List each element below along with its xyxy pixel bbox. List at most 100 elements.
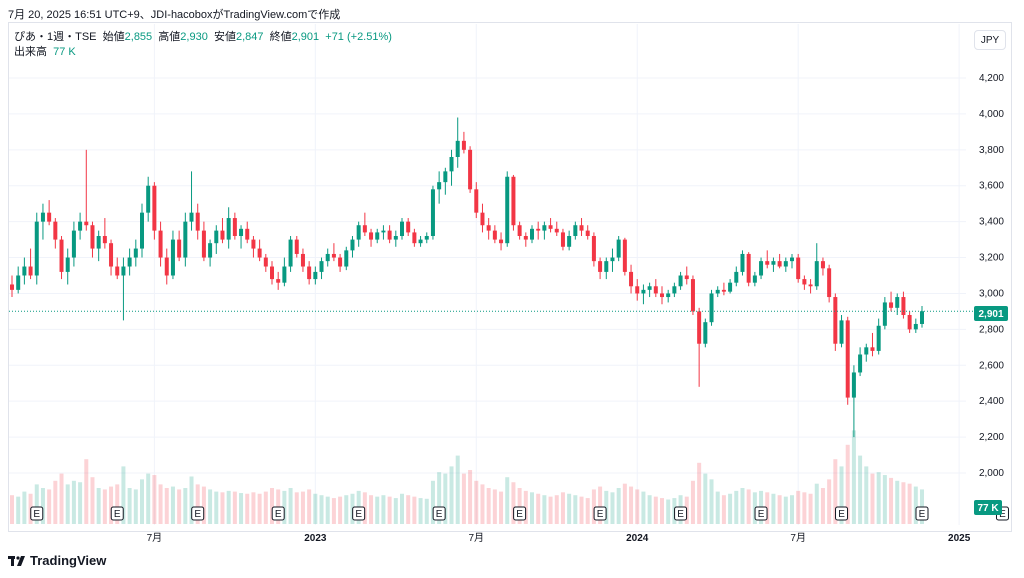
earnings-marker-label: E xyxy=(114,509,121,520)
earnings-marker[interactable] xyxy=(593,506,607,521)
candle-body xyxy=(152,185,157,231)
earnings-marker[interactable] xyxy=(754,506,768,521)
candle-body xyxy=(158,230,163,258)
candle-body xyxy=(102,236,107,244)
earnings-marker-label: E xyxy=(838,509,845,520)
volume-bar xyxy=(183,488,188,524)
candle-body xyxy=(790,257,794,262)
candle-body xyxy=(251,239,256,249)
candle-body xyxy=(65,257,70,272)
time-axis-label: 7月 xyxy=(469,532,485,544)
candle-body xyxy=(499,239,504,244)
price-axis-label: 3,800 xyxy=(979,145,1004,156)
volume-bar xyxy=(523,490,528,524)
volume-bar xyxy=(47,489,52,524)
earnings-marker[interactable] xyxy=(674,506,688,521)
close-label: 終値 xyxy=(269,31,292,43)
candle-body xyxy=(313,271,318,280)
candle-body xyxy=(307,266,312,280)
candle-body xyxy=(610,257,615,262)
candle-body xyxy=(195,212,200,231)
volume-bar xyxy=(146,473,151,524)
candle-body xyxy=(882,302,887,326)
volume-bar xyxy=(635,489,640,524)
tradingview-brand[interactable]: TradingView xyxy=(30,553,107,568)
candle-body xyxy=(901,297,906,315)
currency-button[interactable]: JPY xyxy=(974,30,1006,50)
candle-body xyxy=(232,218,237,236)
earnings-marker[interactable] xyxy=(432,506,446,521)
volume-bar xyxy=(344,495,349,524)
volume-bar xyxy=(288,488,293,524)
candle-body xyxy=(418,239,423,244)
volume-bar xyxy=(307,489,312,524)
volume-bar xyxy=(690,480,695,524)
candle-body xyxy=(96,236,101,249)
candle-body xyxy=(461,140,466,150)
earnings-marker[interactable] xyxy=(835,506,849,521)
candle-body xyxy=(189,212,194,222)
candle-body xyxy=(16,275,21,290)
candle-body xyxy=(34,221,39,276)
volume-bar xyxy=(418,498,423,524)
chart-frame[interactable] xyxy=(8,22,1012,532)
candle-body xyxy=(802,279,807,285)
time-axis-label: 7月 xyxy=(790,532,806,544)
price-axis-label: 2,400 xyxy=(979,396,1004,407)
earnings-marker[interactable] xyxy=(191,506,205,521)
earnings-marker[interactable] xyxy=(513,506,527,521)
candle-body xyxy=(728,282,733,292)
volume-bar xyxy=(660,498,664,524)
volume-bar xyxy=(703,473,708,524)
price-axis-label: 2,000 xyxy=(979,468,1004,479)
change-value: +71 (+2.51%) xyxy=(325,31,392,43)
volume-bar xyxy=(895,480,900,524)
candle-body xyxy=(133,248,138,258)
earnings-marker[interactable] xyxy=(915,506,929,521)
earnings-marker[interactable] xyxy=(352,506,366,521)
candle-body xyxy=(771,261,776,265)
candle-body xyxy=(437,182,442,190)
volume-bar xyxy=(777,495,782,524)
volume-bar xyxy=(406,495,411,524)
volume-bar xyxy=(59,473,64,524)
candle-body xyxy=(839,320,844,344)
price-axis-label: 3,200 xyxy=(979,253,1004,264)
candle-body xyxy=(455,140,460,157)
earnings-marker-label: E xyxy=(33,509,40,520)
candle-body xyxy=(573,225,578,236)
volume-bar xyxy=(115,484,120,524)
candle-body xyxy=(796,257,801,280)
price-axis-label: 2,800 xyxy=(979,324,1004,335)
chart-header: 7月 20, 2025 16:51 UTC+9、JDI-hacoboxがTrad… xyxy=(8,9,341,21)
volume-bar xyxy=(90,477,95,524)
volume-bar xyxy=(158,484,163,524)
candle-body xyxy=(109,243,114,267)
volume-bar xyxy=(511,482,516,524)
volume-bar xyxy=(369,495,374,524)
earnings-marker[interactable] xyxy=(271,506,285,521)
volume-value: 77 K xyxy=(53,46,76,58)
volume-bar xyxy=(771,493,776,524)
volume-bar xyxy=(728,493,733,524)
candle-body xyxy=(375,232,380,240)
price-axis-label: 2,200 xyxy=(979,432,1004,443)
candle-body xyxy=(697,311,702,344)
earnings-marker[interactable] xyxy=(30,506,44,521)
volume-bar xyxy=(901,482,906,524)
symbol-label[interactable]: ぴあ・1週・TSE xyxy=(14,31,97,43)
earnings-marker[interactable] xyxy=(110,506,124,521)
volume-bar xyxy=(616,488,621,524)
volume-bar xyxy=(653,496,658,524)
volume-bar xyxy=(393,498,398,524)
volume-bar xyxy=(814,483,819,524)
volume-bar xyxy=(449,466,454,524)
candle-body xyxy=(703,322,708,344)
open-value: 2,855 xyxy=(124,31,153,43)
footer: TradingView xyxy=(8,553,106,568)
volume-bar xyxy=(802,492,807,524)
volume-bar xyxy=(400,493,404,524)
volume-badge: 77 K xyxy=(977,503,999,514)
earnings-markers: EEEEEEEEEEEEEEE xyxy=(30,506,1009,521)
